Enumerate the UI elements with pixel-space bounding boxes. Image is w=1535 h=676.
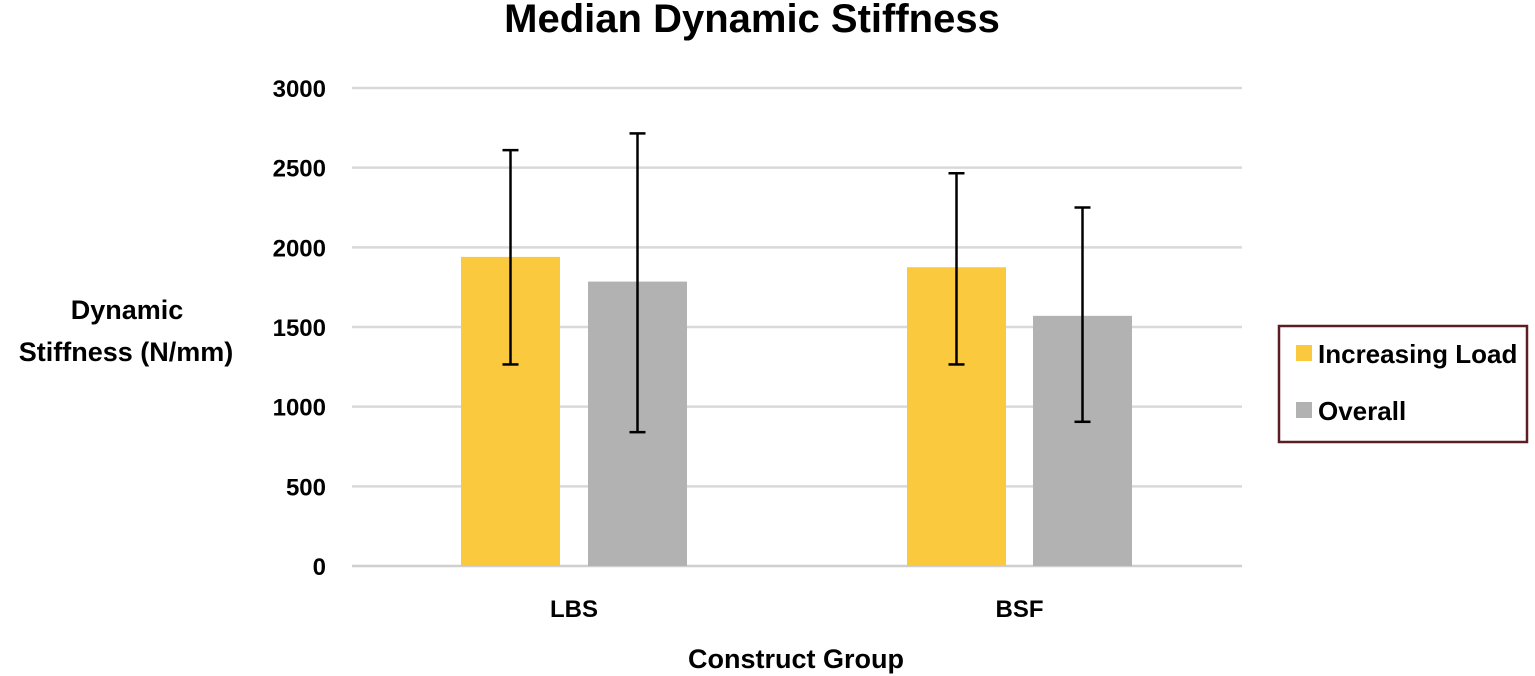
y-tick-label-500: 500 bbox=[286, 474, 326, 501]
error-bar-bsf-increasing-load bbox=[948, 171, 965, 366]
x-tick-label-lbs: LBS bbox=[550, 596, 598, 623]
y-tick-label-1000: 1000 bbox=[273, 395, 326, 422]
y-tick-label-2000: 2000 bbox=[273, 235, 326, 262]
y-tick-label-0: 0 bbox=[313, 554, 326, 581]
error-bar-bsf-overall bbox=[1074, 206, 1091, 424]
y-tick-label-2500: 2500 bbox=[273, 156, 326, 183]
legend-label-overall: Overall bbox=[1318, 396, 1406, 426]
error-bar-lbs-overall bbox=[629, 132, 646, 434]
legend-swatch-increasing-load bbox=[1296, 345, 1312, 361]
y-axis-label-line-1: Dynamic bbox=[71, 295, 184, 325]
y-axis-label-line-2: Stiffness (N/mm) bbox=[19, 337, 234, 367]
bars bbox=[461, 256, 1132, 566]
x-tick-label-bsf: BSF bbox=[996, 596, 1044, 623]
error-bar-lbs-increasing-load bbox=[502, 148, 519, 366]
chart-title: Median Dynamic Stiffness bbox=[504, 0, 1000, 41]
y-tick-label-3000: 3000 bbox=[273, 76, 326, 103]
error-bars bbox=[502, 132, 1091, 434]
x-axis-label: Construct Group bbox=[688, 644, 904, 674]
y-tick-label-1500: 1500 bbox=[273, 315, 326, 342]
legend-label-increasing-load: Increasing Load bbox=[1318, 339, 1517, 369]
y-axis-ticks: 0 500 1000 1500 2000 2500 3000 bbox=[273, 76, 326, 581]
legend: Increasing Load Overall bbox=[1277, 324, 1529, 444]
legend-box bbox=[1277, 324, 1529, 444]
x-axis-ticks: LBS BSF bbox=[550, 596, 1044, 623]
legend-swatch-overall bbox=[1296, 402, 1312, 418]
